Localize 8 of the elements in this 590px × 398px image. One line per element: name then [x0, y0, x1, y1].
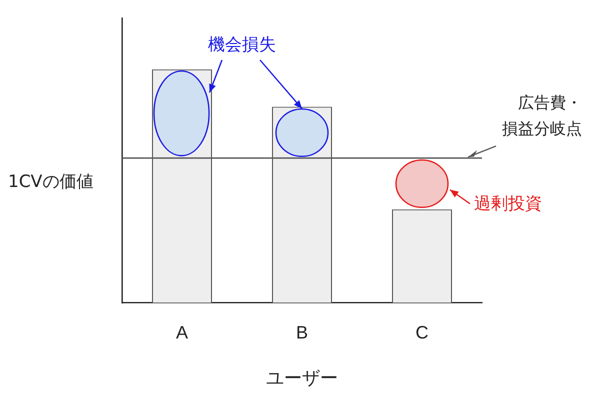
x-tick-label: B	[296, 322, 308, 343]
x-axis-title: ユーザー	[266, 368, 338, 389]
x-tick-label: A	[176, 322, 188, 343]
x-tick-label: C	[416, 322, 428, 343]
annotation: 過剰投資	[474, 192, 542, 215]
text: 機会損失	[207, 34, 277, 56]
ref-line-label: 広告費・損益分岐点	[502, 92, 582, 140]
y-axis-title: 1CVの価値	[8, 171, 94, 194]
